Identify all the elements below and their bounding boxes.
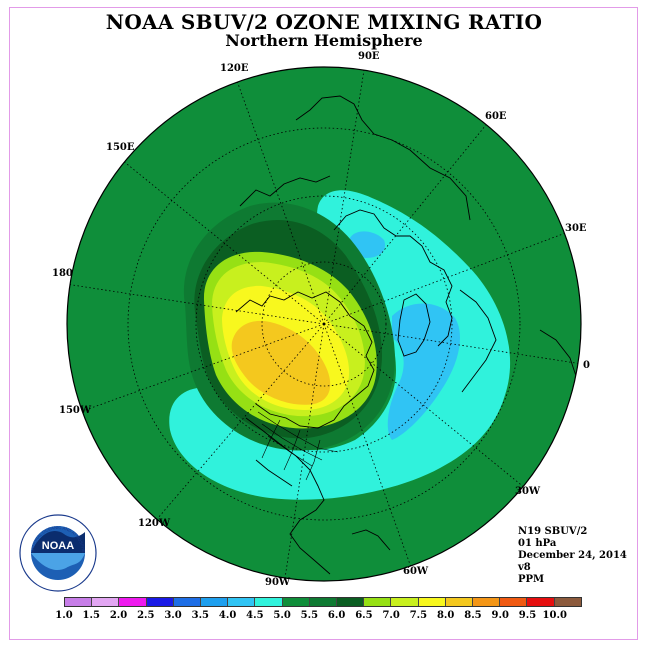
colorbar-tick-label: 9.0 [491,610,509,621]
lon-label-180: 180 [52,268,73,279]
lon-label-150w: 150W [59,405,92,416]
page-frame [9,7,638,640]
colorbar-tick-label: 1.5 [82,610,100,621]
colorbar-tick-label: 6.0 [327,610,346,621]
colorbar-tick-label: 4.0 [218,610,237,621]
colorbar-swatch [473,598,501,606]
map-boundary [66,66,582,582]
orange-core [231,320,331,405]
colorbar-tick-label: 3.5 [191,610,210,621]
colorbar-swatch [282,598,310,606]
colorbar-tick-label: 8.0 [436,610,455,621]
page-title: NOAA SBUV/2 OZONE MIXING RATIO [105,10,543,34]
colorbar-swatch [418,598,446,606]
colorbar-swatch [146,598,174,606]
colorbar-tick-label: 7.5 [409,610,428,621]
lon-label-0: 0 [583,360,590,371]
colorbar-tick-label: 3.0 [164,610,182,621]
colorbar-tick-label: 1.0 [55,610,73,621]
colorbar-tick-label: 9.5 [518,610,537,621]
colorbar-swatch [500,598,528,606]
lon-label-90w: 90W [265,577,291,588]
colorbar-tick-label: 5.5 [300,610,319,621]
colorbar-swatch [255,598,283,606]
us-state-lines [257,411,339,481]
colorbar-swatch [119,598,147,606]
colorbar-swatch [445,598,474,606]
colorbar-swatch [309,598,338,606]
colorbar-swatch [391,598,419,606]
colorbar-swatch [554,598,581,606]
colorbar-swatch [527,598,555,606]
colorbar-tick-label: 6.5 [355,610,373,621]
info-instrument: N19 SBUV/2 [518,526,588,537]
colorbar-tick-label: 10.0 [542,610,567,621]
lon-label-30e: 30E [565,223,587,234]
colorbar-tick-label: 8.5 [464,610,482,621]
colorbar-swatch [364,598,392,606]
colorbar-tick-label: 7.0 [382,610,400,621]
page-subtitle: Northern Hemisphere [225,31,423,50]
logo-text: NOAA [42,540,74,552]
colorbar-swatch [228,598,256,606]
colorbar-tick-label: 2.5 [137,610,155,621]
lon-label-60e: 60E [485,111,507,122]
lon-label-150e: 150E [106,142,135,153]
info-units: PPM [518,574,545,585]
colorbar-swatch [92,598,120,606]
lon-label-30w: 30W [515,486,541,497]
colorbar-swatch [65,598,93,606]
info-level: 01 hPa [518,538,557,549]
colorbar-swatch [337,598,365,606]
colorbar-tick-label: 5.0 [273,610,291,621]
colorbar [64,597,582,607]
colorbar-swatch [173,598,202,606]
info-version: v8 [518,562,531,573]
lon-label-60w: 60W [403,566,429,577]
info-date: December 24, 2014 [518,550,627,561]
colorbar-swatch [201,598,229,606]
light-blue-patch-east [387,303,461,440]
lon-label-120w: 120W [138,518,171,529]
cyan-band [169,190,511,500]
coastlines [235,95,577,575]
colorbar-tick-label: 2.0 [109,610,128,621]
colorbar-tick-label: 4.5 [246,610,264,621]
lon-label-90e: 90E [358,51,380,62]
lon-label-120e: 120E [220,63,249,74]
